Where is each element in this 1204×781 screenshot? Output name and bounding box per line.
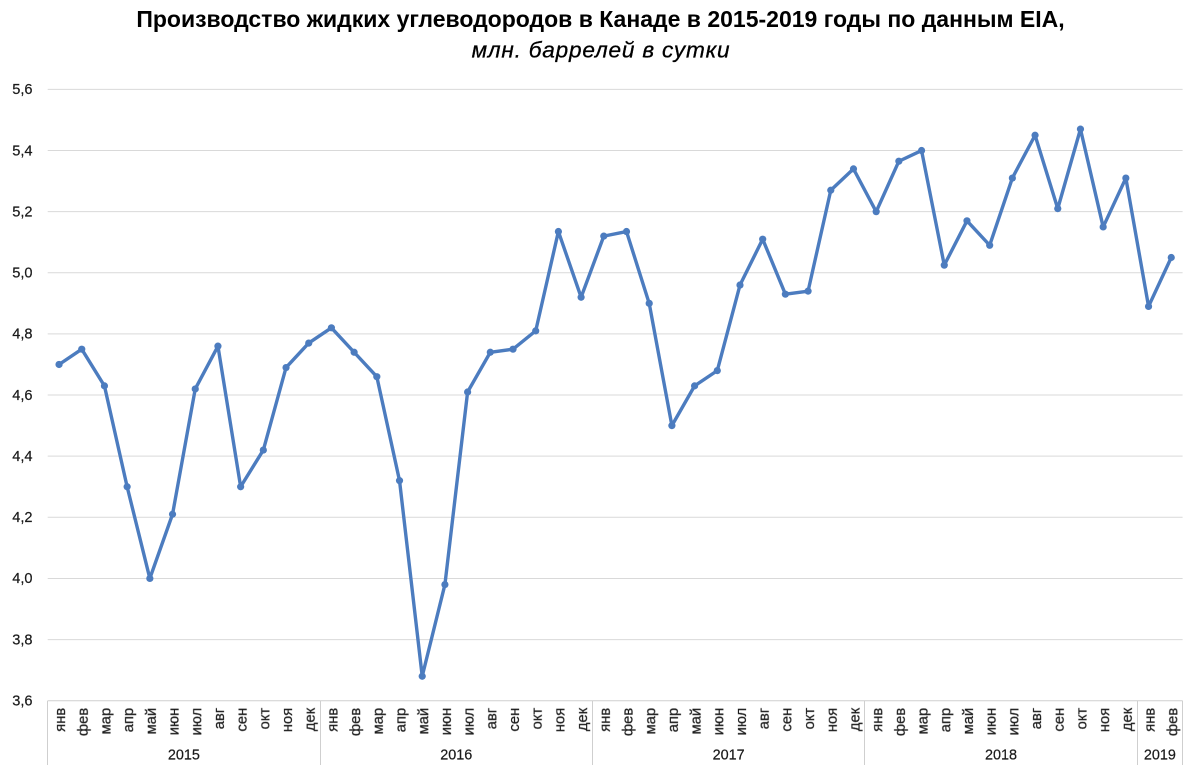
svg-text:4,4: 4,4 (12, 449, 32, 465)
svg-text:2019: 2019 (1144, 748, 1176, 764)
svg-text:авг: авг (1029, 708, 1045, 730)
svg-text:4,8: 4,8 (12, 327, 32, 343)
svg-text:июн: июн (711, 708, 727, 736)
svg-text:апр: апр (666, 708, 682, 732)
svg-text:сен: сен (507, 708, 523, 732)
svg-text:авг: авг (212, 708, 228, 730)
svg-text:июл: июл (189, 708, 205, 736)
svg-text:апр: апр (121, 708, 137, 732)
svg-text:мар: мар (643, 708, 659, 735)
svg-text:июл: июл (462, 708, 478, 736)
svg-text:сен: сен (779, 708, 795, 732)
svg-text:апр: апр (938, 708, 954, 732)
svg-text:дек: дек (303, 707, 319, 731)
svg-text:4,0: 4,0 (12, 571, 32, 587)
svg-text:ноя: ноя (552, 708, 568, 732)
svg-text:мар: мар (916, 708, 932, 735)
svg-text:ноя: ноя (1097, 708, 1113, 732)
svg-text:май: май (689, 708, 705, 735)
svg-text:окт: окт (1074, 708, 1090, 730)
svg-text:окт: окт (257, 708, 273, 730)
svg-text:сен: сен (235, 708, 251, 732)
svg-text:фев: фев (348, 708, 364, 736)
svg-text:дек: дек (575, 707, 591, 731)
svg-text:Производство жидких углеводоро: Производство жидких углеводородов в Кана… (136, 6, 1064, 32)
svg-text:май: май (416, 708, 432, 735)
svg-text:янв: янв (598, 708, 614, 732)
svg-text:апр: апр (394, 708, 410, 732)
svg-text:май: май (961, 708, 977, 735)
svg-text:июн: июн (167, 708, 183, 736)
svg-text:5,0: 5,0 (12, 266, 32, 282)
svg-text:2017: 2017 (713, 748, 745, 764)
svg-text:фев: фев (893, 708, 909, 736)
svg-text:4,2: 4,2 (12, 510, 32, 526)
svg-text:3,8: 3,8 (12, 632, 32, 648)
svg-text:фев: фев (621, 708, 637, 736)
svg-text:окт: окт (802, 708, 818, 730)
svg-text:июн: июн (439, 708, 455, 736)
svg-text:дек: дек (847, 707, 863, 731)
svg-text:2015: 2015 (168, 748, 200, 764)
svg-text:фев: фев (1165, 708, 1181, 736)
svg-text:5,4: 5,4 (12, 143, 32, 159)
svg-text:ноя: ноя (825, 708, 841, 732)
svg-text:авг: авг (484, 708, 500, 730)
svg-text:2018: 2018 (985, 748, 1017, 764)
svg-text:янв: янв (53, 708, 69, 732)
svg-text:июл: июл (1006, 708, 1022, 736)
svg-text:ноя: ноя (280, 708, 296, 732)
svg-text:мар: мар (371, 708, 387, 735)
svg-text:5,6: 5,6 (12, 82, 32, 98)
svg-text:июн: июн (984, 708, 1000, 736)
svg-text:авг: авг (757, 708, 773, 730)
svg-text:июл: июл (734, 708, 750, 736)
svg-text:сен: сен (1052, 708, 1068, 732)
svg-text:янв: янв (1143, 708, 1159, 732)
svg-text:3,6: 3,6 (12, 694, 32, 710)
svg-text:дек: дек (1120, 707, 1136, 731)
svg-text:май: май (144, 708, 160, 735)
svg-text:окт: окт (530, 708, 546, 730)
svg-text:янв: янв (870, 708, 886, 732)
svg-text:янв: янв (325, 708, 341, 732)
svg-text:4,6: 4,6 (12, 388, 32, 404)
svg-text:2016: 2016 (440, 748, 472, 764)
svg-text:млн. баррелей в сутки: млн. баррелей в сутки (472, 38, 731, 63)
svg-text:5,2: 5,2 (12, 204, 32, 220)
svg-text:мар: мар (98, 708, 114, 735)
svg-text:фев: фев (76, 708, 92, 736)
